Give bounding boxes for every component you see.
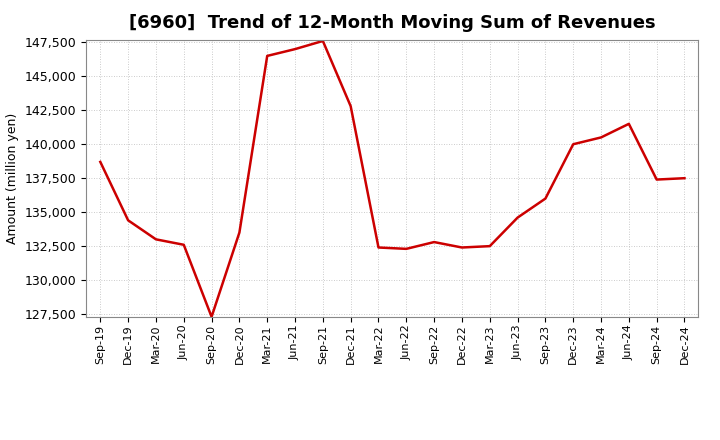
Title: [6960]  Trend of 12-Month Moving Sum of Revenues: [6960] Trend of 12-Month Moving Sum of R… — [129, 15, 656, 33]
Y-axis label: Amount (million yen): Amount (million yen) — [6, 113, 19, 244]
